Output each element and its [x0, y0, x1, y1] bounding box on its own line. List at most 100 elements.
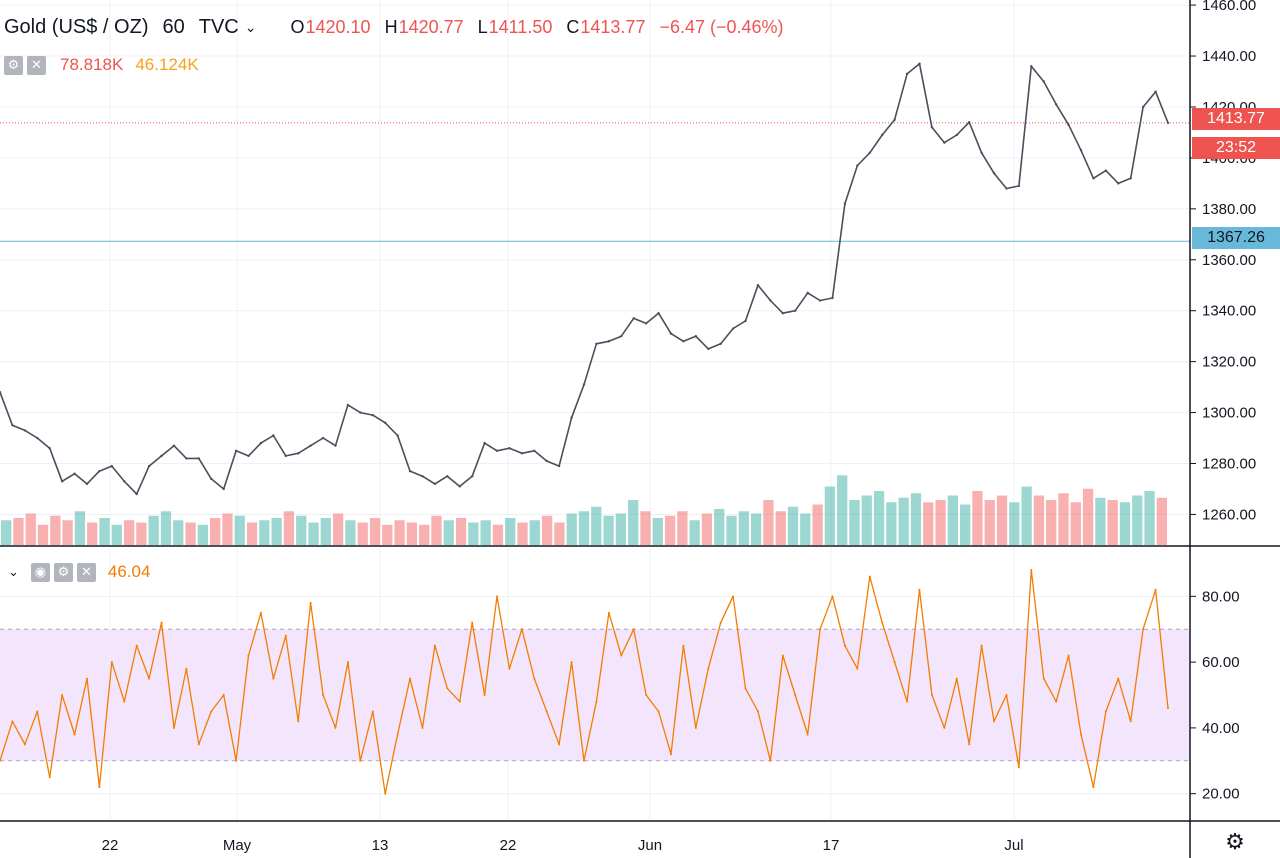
- close-icon[interactable]: ✕: [27, 55, 46, 75]
- rsi-point: [433, 644, 436, 647]
- rsi-point: [682, 644, 685, 647]
- volume-bar: [222, 513, 233, 545]
- rsi-point: [371, 710, 374, 713]
- price-point: [98, 469, 101, 473]
- gear-icon[interactable]: ⚙: [1225, 829, 1245, 854]
- volume-bar: [1046, 500, 1057, 545]
- price-axis[interactable]: 1260.00 1280.00 1300.00 1320.00 1340.00 1360.…: [1190, 0, 1256, 523]
- volume-bar: [431, 515, 442, 545]
- rsi-point: [520, 628, 523, 631]
- price-point: [893, 118, 896, 121]
- rsi-point: [36, 710, 39, 713]
- symbol-legend[interactable]: Gold (US$ / OZ) 60 TVC ⌄ O 1420.10 H 142…: [4, 12, 784, 42]
- time-tick-label: Jul: [1004, 837, 1023, 854]
- volume-bar: [800, 513, 811, 545]
- rsi-point: [1055, 700, 1058, 703]
- horizontal-line-tag: 1367.26: [1192, 227, 1280, 249]
- volume-bar: [111, 524, 122, 545]
- price-point: [508, 447, 511, 450]
- rsi-point: [172, 726, 175, 729]
- volume-bar: [443, 520, 454, 545]
- price-point: [1117, 182, 1120, 185]
- rsi-axis[interactable]: 20.00 40.00 60.00 80.00: [1190, 588, 1240, 803]
- high-value: 1420.77: [398, 16, 464, 37]
- price-point: [644, 322, 648, 325]
- volume-bar: [25, 513, 36, 545]
- price-point: [930, 126, 934, 129]
- volume-bar: [123, 520, 135, 545]
- time-axis[interactable]: 22 May 13 22 Jun 17 Jul: [102, 837, 1024, 854]
- volume-bar: [689, 520, 700, 545]
- volume-bar: [529, 520, 540, 545]
- volume-bar: [763, 500, 774, 545]
- volume-bar: [1156, 497, 1167, 545]
- price-point: [309, 444, 312, 447]
- volume-bar: [382, 524, 393, 545]
- rsi-point: [160, 621, 163, 624]
- volume-bar: [1082, 488, 1094, 545]
- rsi-point: [235, 759, 238, 762]
- price-point: [1129, 177, 1132, 180]
- price-point: [147, 464, 151, 468]
- rsi-point: [98, 786, 101, 789]
- price-point: [272, 434, 275, 437]
- chevron-down-icon[interactable]: ⌄: [244, 18, 257, 35]
- rsi-point: [583, 759, 585, 762]
- settings-icon[interactable]: ⚙: [53, 562, 73, 582]
- volume-bar: [738, 511, 749, 545]
- volume-bar: [505, 518, 516, 545]
- price-point: [346, 403, 350, 407]
- rsi-point: [1067, 654, 1070, 657]
- rsi-point: [558, 743, 561, 746]
- rsi-band: [0, 629, 1190, 761]
- volume-ma-value: 46.124K: [135, 55, 199, 74]
- rsi-point: [669, 753, 672, 756]
- interval-label[interactable]: 60: [162, 15, 185, 38]
- price-point: [48, 447, 51, 450]
- price-point: [557, 464, 561, 468]
- rsi-point: [272, 677, 275, 680]
- collapse-chevron-icon[interactable]: ⌄: [8, 564, 19, 579]
- price-point: [110, 464, 114, 468]
- volume-bar: [148, 515, 159, 545]
- volume-bar: [419, 524, 430, 545]
- rsi-point: [570, 661, 573, 664]
- rsi-point: [409, 677, 412, 680]
- volume-bar: [775, 511, 786, 545]
- volume-bar: [910, 493, 922, 545]
- rsi-point: [533, 677, 536, 680]
- time-tick-label: 13: [372, 837, 389, 854]
- price-point: [421, 475, 424, 478]
- volume-bar: [296, 515, 307, 545]
- price-point: [495, 449, 499, 452]
- close-icon[interactable]: ✕: [76, 562, 96, 582]
- rsi-point: [595, 700, 598, 703]
- volume-bar: [849, 500, 860, 545]
- price-point: [657, 312, 660, 315]
- rsi-point: [955, 677, 958, 680]
- symbol-name[interactable]: Gold (US$ / OZ): [4, 15, 149, 38]
- rsi-point: [607, 611, 610, 614]
- rsi-point: [1030, 569, 1033, 572]
- price-point: [210, 477, 213, 480]
- volume-bar: [308, 522, 319, 545]
- price-tick-label: 1340.00: [1202, 303, 1256, 320]
- rsi-point: [73, 733, 76, 736]
- rsi-point: [61, 694, 64, 697]
- price-point: [1141, 105, 1145, 109]
- volume-bar: [480, 520, 491, 545]
- price-point: [284, 454, 287, 458]
- time-tick-label: 17: [823, 837, 840, 854]
- rsi-point: [210, 710, 213, 713]
- volume-bar: [1021, 486, 1032, 545]
- price-point: [1104, 169, 1108, 172]
- rsi-point: [1142, 628, 1145, 631]
- rsi-point: [794, 694, 797, 697]
- source-label[interactable]: TVC: [198, 15, 239, 38]
- eye-icon[interactable]: ◉: [30, 562, 50, 582]
- volume-bar: [935, 500, 946, 545]
- settings-icon[interactable]: ⚙: [4, 55, 23, 75]
- volume-bar: [554, 522, 565, 545]
- price-tick-label: 1320.00: [1202, 354, 1256, 371]
